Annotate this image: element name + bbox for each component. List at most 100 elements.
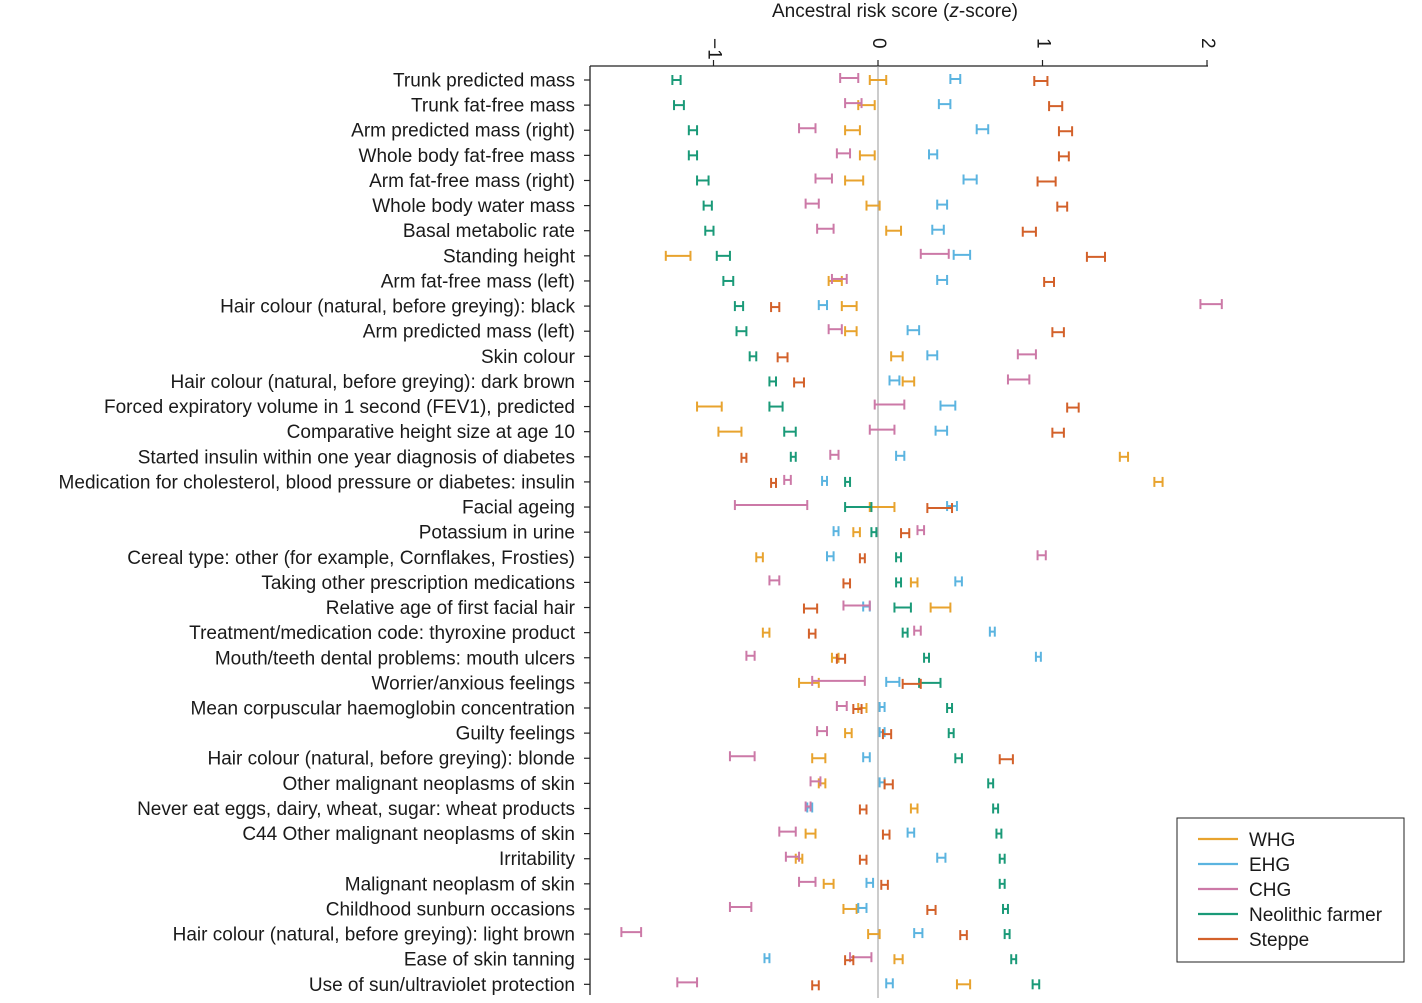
interval-ehg [931, 224, 945, 235]
interval-chg [733, 500, 809, 511]
interval-steppe [740, 452, 748, 463]
interval-chg [620, 927, 643, 938]
interval-whg [865, 200, 881, 211]
interval-ehg [975, 124, 990, 135]
interval-whg [909, 577, 919, 588]
interval-steppe [900, 528, 911, 539]
interval-neolithic-farmer [998, 853, 1006, 864]
interval-neolithic-farmer [987, 778, 995, 789]
interval-whg [858, 150, 876, 161]
interval-steppe [793, 377, 805, 388]
interval-ehg [878, 702, 886, 712]
interval-chg [827, 324, 843, 335]
trait-label: Hair colour (natural, before greying): l… [173, 925, 575, 946]
interval-chg [798, 876, 817, 887]
trait-label: Irritability [499, 849, 576, 870]
interval-ehg [988, 626, 996, 637]
interval-steppe [835, 653, 847, 664]
interval-neolithic-farmer [998, 878, 1006, 889]
trait-label: Use of sun/ultraviolet protection [309, 975, 575, 996]
interval-whg [717, 426, 743, 437]
interval-steppe [858, 854, 868, 865]
trait-row [748, 349, 1037, 363]
interval-whg [867, 929, 881, 940]
interval-steppe [858, 804, 868, 815]
x-tick-label: 0 [868, 38, 889, 49]
trait-row [768, 374, 1031, 388]
interval-steppe [880, 879, 889, 890]
interval-neolithic-farmer [895, 552, 903, 563]
interval-ehg [952, 249, 972, 260]
interval-steppe [770, 477, 778, 488]
interval-neolithic-farmer [733, 301, 745, 312]
trait-label: Hair colour (natural, before greying): b… [220, 297, 575, 318]
trait-label: Arm predicted mass (left) [363, 322, 575, 343]
interval-whg [909, 803, 919, 814]
trait-label: Never eat eggs, dairy, wheat, sugar: whe… [137, 799, 575, 820]
interval-neolithic-farmer [783, 426, 797, 437]
interval-ehg [936, 852, 947, 863]
trait-row [733, 299, 1223, 313]
x-tick-label: −1 [703, 38, 724, 60]
interval-chg [783, 474, 792, 485]
interval-ehg [913, 928, 924, 939]
trait-row [809, 776, 995, 790]
interval-neolithic-farmer [992, 803, 1000, 814]
trait-label: Cereal type: other (for example, Cornfla… [127, 548, 575, 569]
interval-ehg [906, 827, 916, 838]
interval-steppe [1057, 151, 1070, 162]
interval-whg [955, 979, 972, 990]
interval-steppe [776, 352, 789, 363]
trait-label: Arm fat-free mass (right) [369, 171, 575, 192]
interval-neolithic-farmer [1003, 929, 1011, 940]
interval-neolithic-farmer [923, 652, 930, 663]
trait-label: Started insulin within one year diagnosi… [138, 447, 575, 468]
trait-row [696, 399, 1080, 413]
trait-row [770, 474, 1164, 488]
interval-steppe [842, 578, 852, 589]
interval-whg [890, 351, 904, 362]
interval-whg [844, 125, 861, 136]
trait-row [704, 223, 1037, 237]
interval-chg [839, 73, 860, 83]
interval-chg [809, 776, 822, 787]
interval-whg [811, 753, 827, 764]
trait-row [835, 701, 954, 714]
interval-steppe [883, 779, 894, 790]
trait-label: Medication for cholesterol, blood pressu… [59, 472, 575, 493]
interval-chg [919, 248, 950, 259]
interval-chg [829, 449, 840, 460]
interval-ehg [936, 199, 949, 210]
interval-ehg [865, 877, 875, 888]
legend-label: CHG [1249, 880, 1291, 901]
interval-ehg [862, 752, 871, 763]
interval-neolithic-farmer [844, 476, 852, 487]
interval-chg [835, 701, 848, 711]
trait-label: Other malignant neoplasms of skin [282, 774, 575, 795]
interval-steppe [811, 980, 820, 991]
interval-ehg [832, 526, 840, 537]
interval-chg [913, 625, 922, 636]
interval-whg [827, 275, 843, 286]
trait-row [768, 575, 963, 589]
trait-row [778, 826, 1003, 840]
interval-chg [844, 98, 863, 109]
interval-steppe [1056, 201, 1069, 212]
trait-row [761, 625, 996, 639]
interval-whg [885, 225, 903, 236]
trait-label: Skin colour [481, 347, 576, 368]
interval-neolithic-farmer [687, 150, 699, 161]
interval-chg [1199, 299, 1223, 310]
interval-steppe [1021, 226, 1037, 237]
interval-ehg [826, 551, 835, 562]
legend-label: Neolithic farmer [1249, 905, 1383, 926]
interval-chg [804, 801, 812, 812]
interval-whg [755, 552, 764, 563]
interval-whg [844, 728, 853, 739]
interval-whg [804, 828, 817, 839]
x-tick-label: 1 [1032, 38, 1053, 49]
interval-steppe [770, 302, 781, 313]
trait-row [687, 123, 1074, 137]
trait-row [728, 751, 1014, 765]
interval-chg [728, 751, 756, 762]
